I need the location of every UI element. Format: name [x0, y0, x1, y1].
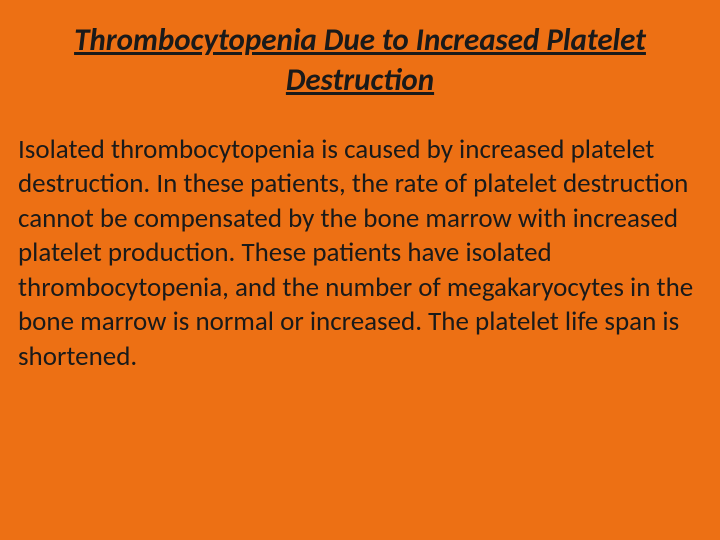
slide-container: Thrombocytopenia Due to Increased Platel…	[0, 0, 720, 540]
slide-title: Thrombocytopenia Due to Increased Platel…	[18, 20, 702, 101]
slide-body-text: Isolated thrombocytopenia is caused by i…	[18, 133, 702, 375]
